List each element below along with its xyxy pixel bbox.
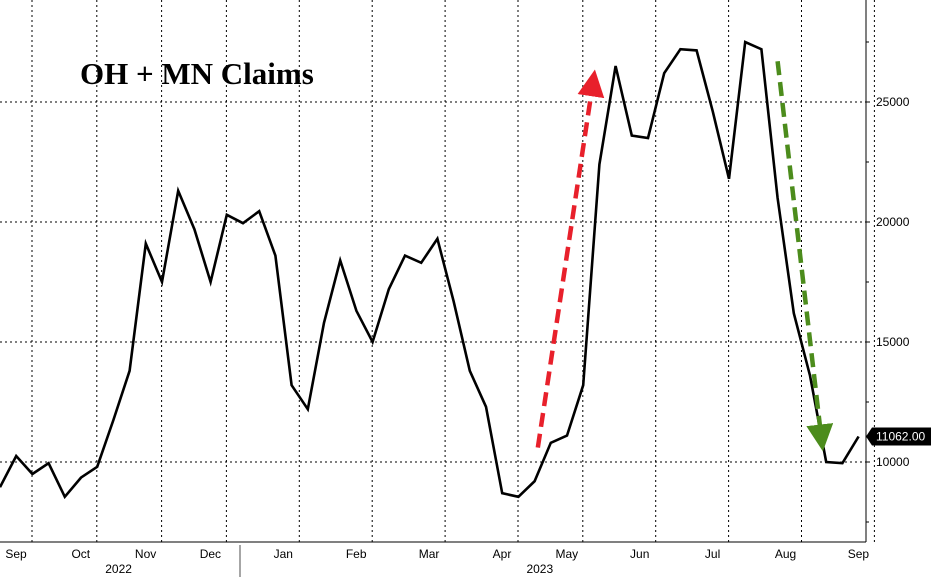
y-tick-label: 15000 xyxy=(876,335,910,349)
x-tick-label: Oct xyxy=(71,547,90,561)
y-tick-label: 25000 xyxy=(876,95,910,109)
down-trend-arrow xyxy=(775,60,834,452)
y-tick-label: 20000 xyxy=(876,215,910,229)
x-tick-label: Jan xyxy=(274,547,293,561)
x-tick-label: Dec xyxy=(200,547,221,561)
annotation-arrows xyxy=(535,60,834,452)
x-tick-label: Mar xyxy=(419,547,440,561)
x-year-label: 2023 xyxy=(526,562,553,576)
y-tick-label: 10000 xyxy=(876,455,910,469)
axes xyxy=(0,0,870,577)
x-year-label: 2022 xyxy=(105,562,132,576)
series-layer xyxy=(0,40,860,500)
x-tick-label: Jul xyxy=(705,547,720,561)
x-tick-label: Sep xyxy=(848,547,870,561)
tick-labels: 25000 20000 15000 10000 Sep Oct Nov Dec Jan Feb Ma… xyxy=(5,95,931,576)
up-trend-arrow xyxy=(535,69,605,448)
x-tick-label: Nov xyxy=(135,547,156,561)
last-value-label: 11062.00 xyxy=(876,430,925,444)
series-line xyxy=(0,40,860,500)
x-tick-label: Aug xyxy=(775,547,796,561)
x-tick-label: Apr xyxy=(493,547,512,561)
chart-title: OH + MN Claims xyxy=(80,56,314,91)
x-tick-label: Jun xyxy=(630,547,649,561)
x-tick-label: May xyxy=(555,547,578,561)
last-value-badge xyxy=(866,427,931,446)
x-tick-label: Sep xyxy=(5,547,27,561)
x-tick-label: Feb xyxy=(346,547,367,561)
